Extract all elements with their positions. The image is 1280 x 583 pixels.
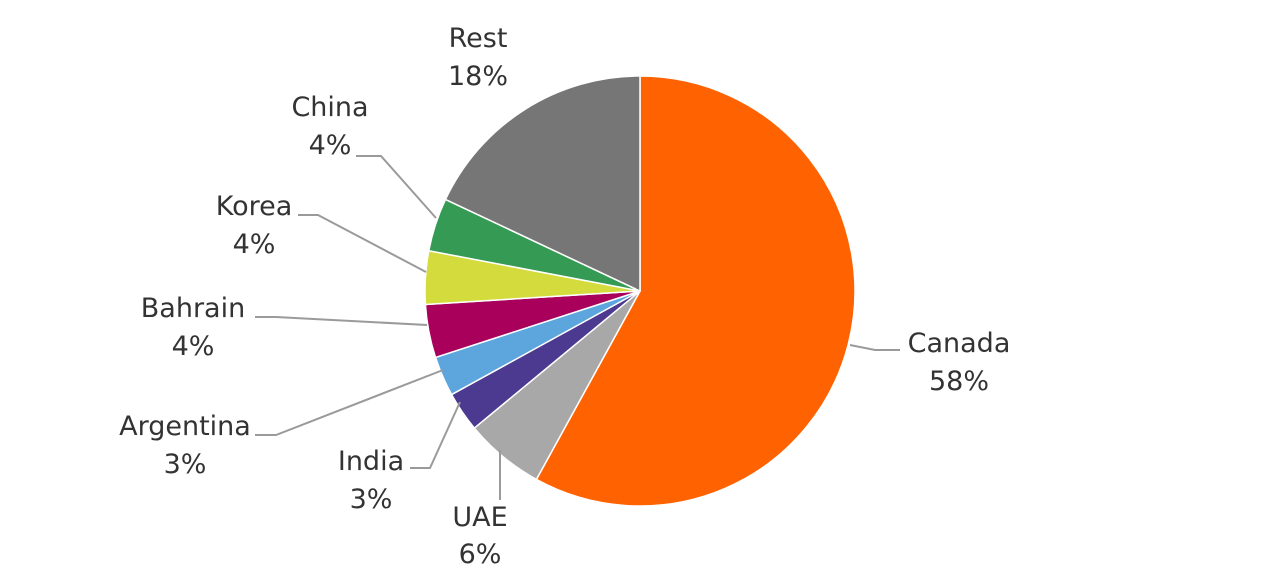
leader-line-canada	[849, 344, 900, 351]
label-argentina: Argentina	[119, 411, 251, 442]
leader-line-india	[410, 401, 461, 469]
label-uae: UAE	[452, 502, 507, 533]
pie-slice-canada	[535, 75, 856, 507]
percent-korea: 4%	[233, 229, 276, 260]
label-india: India	[338, 446, 404, 477]
leader-line-argentina	[255, 369, 444, 436]
percent-argentina: 3%	[164, 449, 207, 480]
label-china: China	[291, 92, 368, 123]
leader-line-bahrain	[255, 316, 428, 326]
percent-india: 3%	[350, 484, 393, 515]
label-korea: Korea	[216, 191, 293, 222]
pie-slices	[424, 75, 856, 507]
percent-bahrain: 4%	[172, 331, 215, 362]
label-rest: Rest	[449, 23, 508, 54]
percent-canada: 58%	[929, 366, 989, 397]
label-canada: Canada	[908, 328, 1011, 359]
pie-slice-rest	[444, 75, 641, 293]
percent-rest: 18%	[448, 61, 508, 92]
percent-uae: 6%	[459, 539, 502, 570]
slice-labels: Rest 18% China 4% Korea 4% Bahrain 4% Ar…	[119, 23, 1010, 570]
leader-lines	[255, 155, 900, 500]
label-bahrain: Bahrain	[141, 293, 245, 324]
leader-line-china	[356, 155, 437, 219]
leader-line-korea	[298, 214, 427, 273]
percent-china: 4%	[309, 130, 352, 161]
